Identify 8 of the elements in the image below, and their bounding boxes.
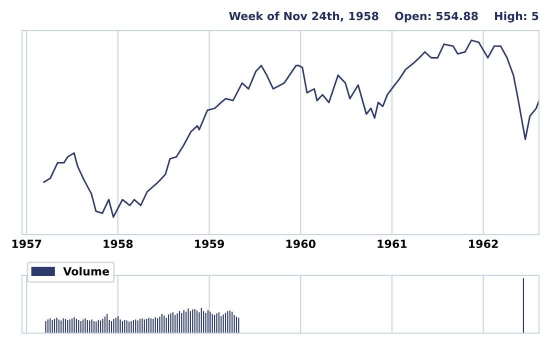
chart-subtitle: Week of Nov 24th, 1958 Open: 554.88 High: 5 [229, 12, 538, 22]
x-tick-label: 1961 [378, 240, 407, 248]
legend-label: Volume [63, 266, 110, 276]
x-tick-label: 1959 [195, 240, 224, 248]
x-tick-label: 1962 [469, 240, 498, 248]
x-tick-label: 1960 [286, 240, 316, 248]
x-tick-label: 1958 [104, 240, 133, 248]
x-tick-label: 1957 [12, 240, 42, 248]
